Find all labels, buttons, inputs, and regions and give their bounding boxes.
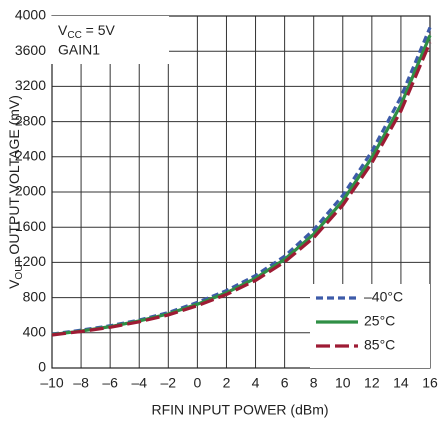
x-tick-label: –2 [161,375,177,391]
x-tick-label: 4 [252,375,260,391]
x-tick-label: 16 [422,375,438,391]
annotation-box [51,16,169,64]
y-title-part: V [6,279,22,289]
series-line [51,26,432,336]
annotation: GAIN1 [58,42,100,58]
x-tick-label: –6 [102,375,118,391]
y-tick-label: 3600 [15,42,46,58]
annotation: VCC = 5V [58,22,116,41]
legend: –40°C 25°C 85°C [310,284,430,368]
y-title-part: OUTPUT VOLTAGE (mV) [6,95,22,258]
y-tick-label: 3200 [15,77,46,93]
x-tick-label: –10 [40,375,64,391]
y-tick-label: 4000 [15,7,46,23]
x-axis-title: RFIN INPUT POWER (dBm) [151,402,328,418]
y-axis-title: VOUT OUTPUT VOLTAGE (mV) [6,95,25,289]
x-tick-label: 6 [281,375,289,391]
legend-label: 85°C [364,337,395,353]
annotation-part: = 5V [82,22,116,38]
x-tick-label: 8 [310,375,318,391]
x-tick-label: 10 [335,375,351,391]
y-tick-label: 1200 [15,253,46,269]
x-tick-label: 12 [364,375,380,391]
lines [51,26,432,337]
x-tick-label: 14 [393,375,409,391]
annotation-part: V [58,22,68,38]
y-tick-label: 2400 [15,148,46,164]
x-tick-label: 0 [193,375,201,391]
y-title-sub: OUT [14,258,25,279]
x-tick-label: –8 [73,375,89,391]
y-tick-label: 400 [23,324,47,340]
y-tick-label: 2800 [15,112,46,128]
legend-label: 25°C [364,313,395,329]
y-tick-label: 0 [38,359,46,375]
x-tick-label: 2 [223,375,231,391]
series-line [51,41,432,337]
y-tick-label: 1600 [15,218,46,234]
y-tick-label: 2000 [15,183,46,199]
annotation-sub: CC [67,30,81,41]
plot-frame [51,15,431,369]
y-tick-label: 800 [23,288,47,304]
legend-label: –40°C [364,289,403,305]
x-tick-label: –4 [131,375,147,391]
